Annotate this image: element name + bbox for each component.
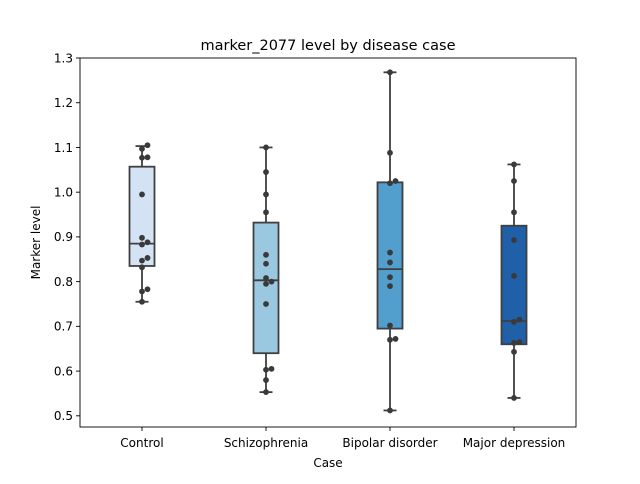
data-point xyxy=(268,278,275,285)
data-point xyxy=(263,191,269,198)
data-point xyxy=(516,339,523,345)
y-tick-label: 1.0 xyxy=(54,185,73,199)
data-point xyxy=(511,340,517,346)
data-point xyxy=(263,280,269,287)
data-point xyxy=(144,142,151,149)
data-point xyxy=(263,169,269,175)
data-point xyxy=(144,255,151,261)
box-2 xyxy=(376,181,404,330)
data-point xyxy=(387,149,393,156)
data-point xyxy=(387,249,393,256)
data-point xyxy=(139,234,145,241)
y-tick-label: 0.5 xyxy=(54,409,73,423)
data-point xyxy=(387,336,393,343)
y-tick-label: 0.8 xyxy=(54,275,73,289)
data-point xyxy=(139,145,145,152)
y-tick-label: 0.7 xyxy=(54,320,73,334)
y-tick-label: 1.1 xyxy=(54,141,73,155)
data-point xyxy=(263,144,269,151)
data-point xyxy=(511,272,517,279)
y-tick-label: 0.6 xyxy=(54,364,73,378)
data-point xyxy=(139,264,145,271)
data-point xyxy=(387,259,393,266)
x-tick-label: Major depression xyxy=(463,436,566,450)
data-point xyxy=(144,239,151,246)
data-point xyxy=(263,251,269,258)
box-0 xyxy=(128,165,156,267)
data-point xyxy=(387,407,393,414)
data-point xyxy=(139,257,145,264)
box-3 xyxy=(500,224,528,346)
y-tick-label: 1.2 xyxy=(54,96,73,110)
data-point xyxy=(511,237,517,243)
data-point xyxy=(263,366,269,373)
data-point xyxy=(511,395,517,401)
x-axis-label: Case xyxy=(313,456,342,470)
data-point xyxy=(387,180,393,187)
data-point xyxy=(387,322,393,329)
data-point xyxy=(511,318,517,325)
data-point xyxy=(263,209,269,216)
box-1 xyxy=(252,221,280,355)
x-tick-label: Control xyxy=(120,436,163,450)
data-point xyxy=(144,154,151,161)
data-point xyxy=(392,178,399,184)
data-point xyxy=(263,260,269,267)
data-point xyxy=(511,178,517,184)
data-point xyxy=(139,154,145,161)
data-point xyxy=(144,286,151,293)
data-point xyxy=(139,191,145,198)
data-point xyxy=(387,274,393,281)
y-axis-label: Marker level xyxy=(29,206,43,280)
data-point xyxy=(263,389,269,396)
data-point xyxy=(392,335,399,342)
chart-title: marker_2077 level by disease case xyxy=(201,38,456,54)
x-tick-label: Schizophrenia xyxy=(224,436,308,450)
data-point xyxy=(139,241,145,248)
plot-area-frame xyxy=(79,57,577,428)
data-point xyxy=(139,298,145,305)
data-point xyxy=(511,161,517,168)
data-point xyxy=(387,283,393,290)
data-point xyxy=(263,275,269,281)
data-point xyxy=(263,377,269,383)
y-tick-label: 0.9 xyxy=(54,230,73,244)
data-point xyxy=(387,69,393,76)
data-point xyxy=(511,209,517,216)
y-tick-label: 1.3 xyxy=(54,51,73,65)
data-point xyxy=(263,301,269,307)
data-point xyxy=(268,365,275,372)
x-tick-label: Bipolar disorder xyxy=(342,436,437,450)
data-point xyxy=(516,316,523,323)
data-point xyxy=(511,348,517,355)
data-point xyxy=(139,288,145,295)
